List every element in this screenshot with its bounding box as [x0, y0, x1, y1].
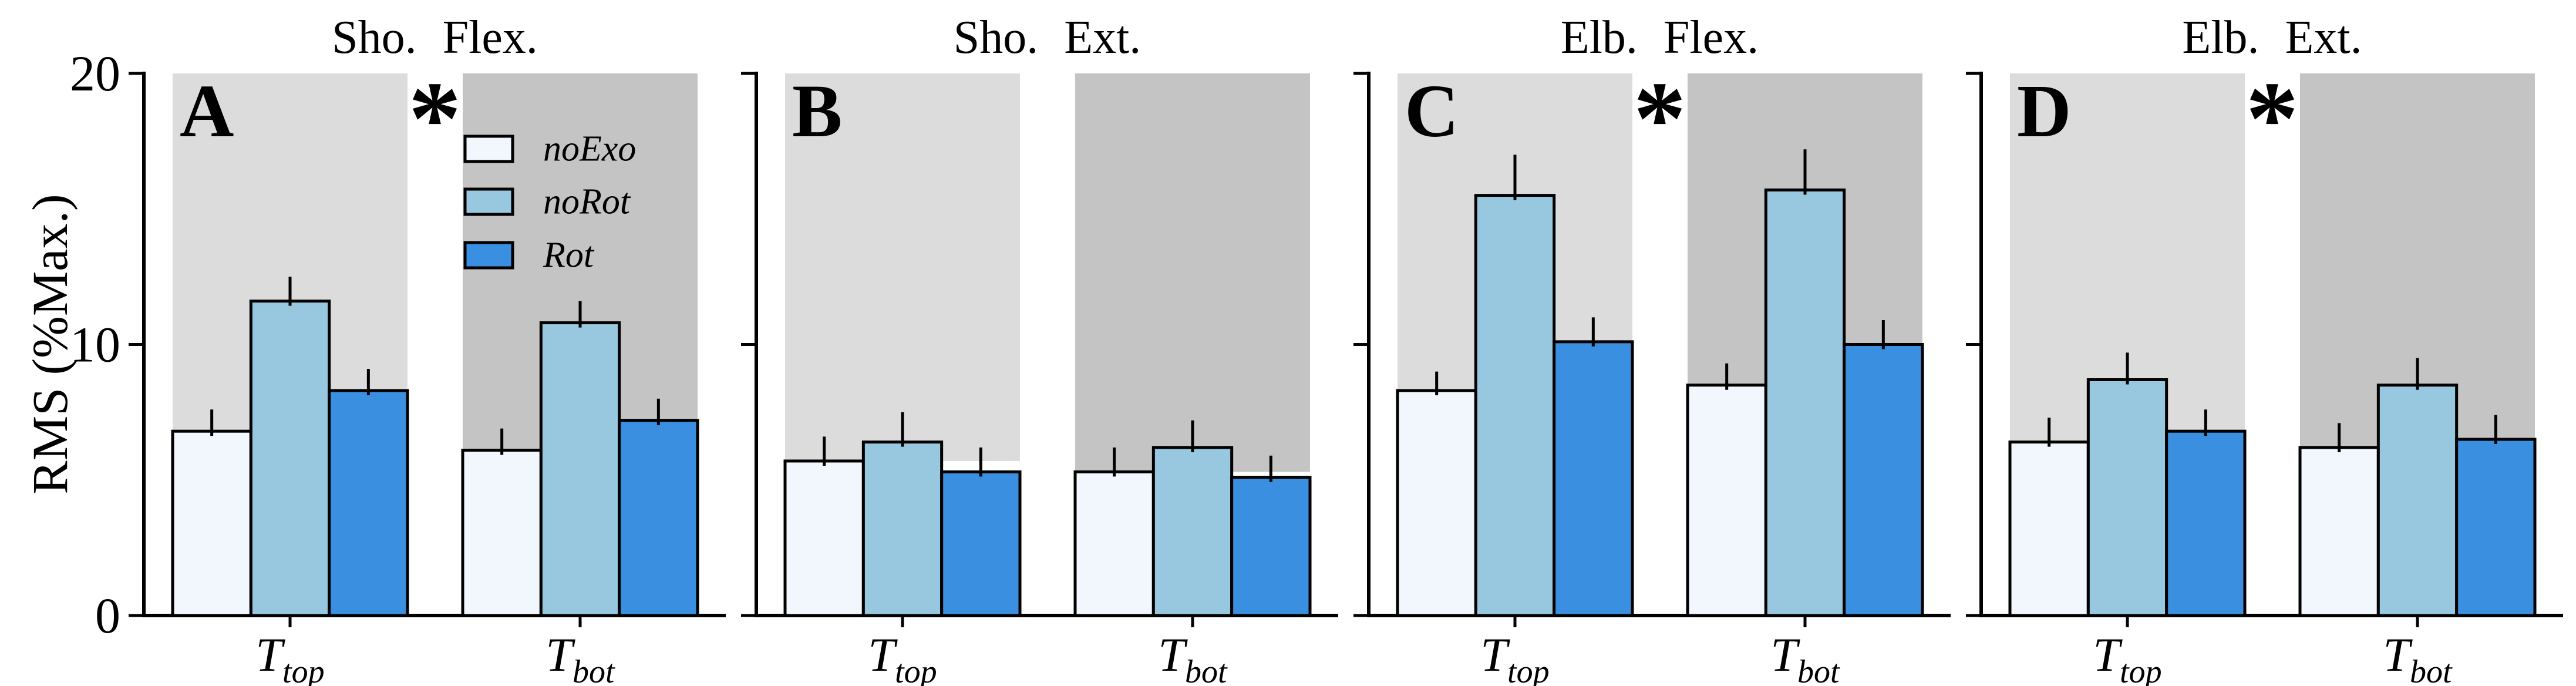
- x-tick-subscript: top: [895, 654, 937, 686]
- x-tick-subscript: top: [1507, 654, 1550, 686]
- bar-Rot-Tbot: [618, 419, 699, 617]
- y-tick-label-0: 0: [95, 587, 120, 644]
- y-tick-label-10: 10: [70, 317, 120, 373]
- x-tick-symbol: T: [1480, 628, 1510, 681]
- panel-letter-C: C: [1405, 69, 1459, 153]
- legend-swatch-Rot: [463, 241, 514, 270]
- bar-Rot-Tbot: [2455, 438, 2537, 617]
- bar-noRot-Ttop: [2086, 378, 2168, 617]
- bar-Rot-Ttop: [2165, 429, 2247, 617]
- panel-title: Sho. Ext.: [954, 12, 1141, 63]
- x-tick-subscript: bot: [573, 654, 615, 686]
- bar-noRot-Ttop: [249, 300, 331, 617]
- panel-letter-A: A: [180, 69, 234, 153]
- bar-noExo-Ttop: [171, 429, 252, 617]
- x-tick-symbol: T: [545, 628, 575, 681]
- shade-band-Ttop: [785, 73, 1020, 461]
- bar-noRot-Ttop: [1474, 194, 1556, 617]
- x-tick-symbol: T: [2383, 628, 2413, 681]
- bar-noRot-Tbot: [539, 321, 621, 617]
- y-axis-label: RMS (%Max.): [22, 194, 78, 494]
- x-tick-label-Ttop: Ttop: [868, 628, 937, 686]
- bar-noExo-Tbot: [1686, 384, 1767, 617]
- x-tick-label-Ttop: Ttop: [1480, 628, 1549, 686]
- significance-asterisk: *: [409, 60, 462, 177]
- x-tick-subscript: bot: [1185, 654, 1228, 686]
- x-tick-symbol: T: [1158, 628, 1188, 681]
- bar-noExo-Tbot: [1073, 470, 1155, 617]
- x-tick-symbol: T: [1770, 628, 1800, 681]
- legend-label-noExo: noExo: [543, 129, 636, 169]
- x-tick-label-Ttop: Ttop: [255, 628, 324, 686]
- bar-noRot-Tbot: [1764, 188, 1846, 617]
- x-tick-label-Tbot: Tbot: [2383, 628, 2453, 686]
- panel-title: Elb. Flex.: [1561, 12, 1759, 63]
- bar-Rot-Tbot: [1230, 476, 1312, 617]
- bar-noRot-Tbot: [2376, 384, 2459, 617]
- bar-noExo-Ttop: [2008, 440, 2090, 617]
- bar-Rot-Tbot: [1843, 343, 1924, 617]
- bar-Rot-Ttop: [940, 470, 1022, 617]
- legend-label-noRot: noRot: [543, 182, 631, 222]
- bar-noRot-Ttop: [861, 440, 944, 617]
- x-tick-label-Tbot: Tbot: [1158, 628, 1228, 686]
- x-tick-symbol: T: [868, 628, 898, 681]
- significance-asterisk: *: [2246, 60, 2299, 177]
- bar-noRot-Tbot: [1151, 446, 1234, 617]
- x-tick-label-Tbot: Tbot: [545, 628, 615, 686]
- panel-title: Sho. Flex.: [332, 12, 538, 63]
- bar-noExo-Ttop: [1396, 389, 1477, 617]
- x-tick-label-Ttop: Ttop: [2093, 628, 2161, 686]
- x-tick-symbol: T: [2093, 628, 2123, 681]
- panel-title: Elb. Ext.: [2182, 12, 2362, 63]
- legend: noExo noRot Rot: [463, 129, 636, 275]
- x-tick-subscript: top: [282, 654, 325, 686]
- x-tick-symbol: T: [255, 628, 285, 681]
- x-tick-label-Tbot: Tbot: [1770, 628, 1840, 686]
- bar-noExo-Ttop: [783, 459, 865, 617]
- panel-letter-D: D: [2017, 69, 2071, 153]
- shade-band-Tbot: [1075, 73, 1310, 472]
- x-tick-subscript: bot: [1797, 654, 1840, 686]
- bar-Rot-Ttop: [1553, 340, 1634, 617]
- legend-label-Rot: Rot: [543, 236, 595, 275]
- bar-noExo-Tbot: [461, 448, 543, 617]
- legend-swatch-noExo: [463, 134, 514, 163]
- panel-letter-B: B: [792, 69, 842, 153]
- x-tick-subscript: bot: [2410, 654, 2453, 686]
- legend-swatch-noRot: [463, 187, 514, 216]
- bar-Rot-Ttop: [328, 389, 409, 617]
- x-tick-subscript: top: [2120, 654, 2162, 686]
- y-tick-label-20: 20: [70, 45, 120, 102]
- significance-asterisk: *: [1634, 60, 1686, 177]
- bar-noExo-Tbot: [2298, 446, 2380, 617]
